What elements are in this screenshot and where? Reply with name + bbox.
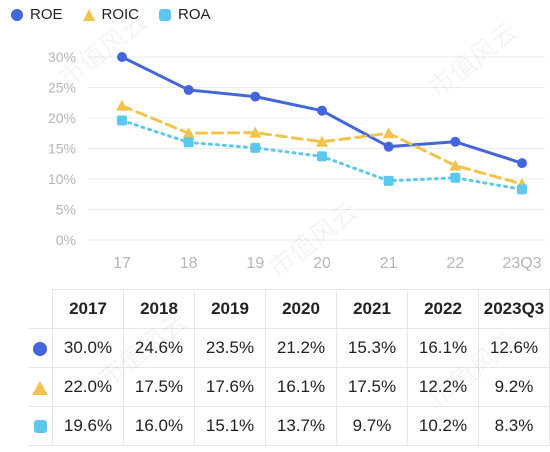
- legend-label-roa: ROA: [178, 6, 211, 23]
- table-header-cell: 2021: [336, 289, 408, 329]
- x-tick-label: 21: [380, 255, 398, 272]
- table-cell: 9.7%: [336, 406, 408, 446]
- y-tick-label: 30%: [48, 49, 76, 65]
- data-point: [117, 52, 127, 62]
- table-cell: 12.6%: [478, 328, 550, 368]
- data-point: [449, 159, 462, 171]
- row-marker-cell: [28, 406, 53, 446]
- data-point: [250, 142, 261, 153]
- y-tick-label: 5%: [56, 202, 76, 218]
- table-cell: 12.2%: [407, 367, 479, 407]
- x-tick-label: 19: [246, 255, 264, 272]
- data-point: [249, 126, 262, 138]
- triangle-marker-icon: [32, 380, 48, 395]
- x-tick-label: 23Q3: [502, 255, 541, 272]
- table-header-cell: 2020: [265, 289, 337, 329]
- data-point: [517, 158, 527, 169]
- table-cell: 17.5%: [336, 367, 408, 407]
- table-cell: 19.6%: [52, 406, 124, 446]
- data-point: [450, 172, 461, 183]
- x-tick-label: 17: [113, 255, 131, 272]
- legend-item-roa: ROA: [158, 6, 211, 23]
- table-cell: 13.7%: [265, 406, 337, 446]
- table-cell: 8.3%: [478, 406, 550, 446]
- data-point: [250, 91, 261, 102]
- square-marker-icon: [33, 420, 47, 434]
- legend-item-roe: ROE: [10, 6, 63, 23]
- table-header-cell: 2019: [194, 289, 266, 329]
- chart-area: 0% 5% 10% 15% 20% 25% 30% 17 18 19 20 21 22 23Q3 ROE …: [10, 6, 545, 272]
- table-cell: 23.5%: [194, 328, 266, 368]
- x-tick-label: 20: [313, 255, 331, 272]
- legend-label-roic: ROIC: [101, 6, 140, 23]
- data-table: 2017 2018 2019 2020 2021 2022 2023Q3 30.…: [28, 289, 550, 446]
- data-point: [183, 137, 194, 148]
- triangle-marker-icon: [82, 8, 95, 21]
- circle-marker-icon: [33, 341, 47, 356]
- table-header-cell: 2017: [52, 289, 124, 329]
- legend-label-roe: ROE: [30, 6, 63, 23]
- table-cell: 16.0%: [123, 406, 195, 446]
- table-cell: 17.5%: [123, 367, 195, 407]
- table-header-cell: 2018: [123, 289, 195, 329]
- line-chart: 0% 5% 10% 15% 20% 25% 30% 17 18 19 20 21 22 23Q3: [48, 49, 545, 272]
- data-point: [383, 175, 394, 186]
- y-tick-label: 0%: [56, 232, 76, 248]
- data-point: [183, 84, 194, 95]
- row-marker-cell: [28, 367, 53, 407]
- data-point: [117, 115, 127, 126]
- table-header-cell: 2023Q3: [478, 289, 550, 329]
- data-point: [517, 184, 527, 195]
- data-point: [317, 151, 327, 162]
- legend: ROE ROIC ROA: [10, 6, 230, 23]
- table-cell: 24.6%: [123, 328, 195, 368]
- x-tick-label: 22: [446, 255, 464, 272]
- table-corner: [28, 289, 53, 329]
- data-point: [116, 99, 128, 111]
- data-point: [182, 127, 195, 139]
- table-cell: 15.1%: [194, 406, 266, 446]
- table-header-cell: 2022: [407, 289, 479, 329]
- x-tick-label: 18: [180, 255, 198, 272]
- y-tick-label: 25%: [48, 80, 76, 96]
- data-point: [317, 105, 327, 116]
- data-point: [450, 136, 461, 147]
- table-cell: 21.2%: [265, 328, 337, 368]
- table-cell: 17.6%: [194, 367, 266, 407]
- table-cell: 9.2%: [478, 367, 550, 407]
- table-cell: 10.2%: [407, 406, 479, 446]
- y-tick-label: 15%: [48, 141, 76, 157]
- table-cell: 30.0%: [52, 328, 124, 368]
- row-marker-cell: [28, 328, 53, 368]
- y-tick-label: 10%: [48, 171, 76, 187]
- table-cell: 16.1%: [407, 328, 479, 368]
- legend-item-roic: ROIC: [82, 6, 140, 23]
- table-cell: 22.0%: [52, 367, 124, 407]
- table-row-roe: 30.0% 24.6% 23.5% 21.2% 15.3% 16.1% 12.6…: [28, 328, 550, 368]
- square-marker-icon: [159, 8, 172, 21]
- table-row-roic: 22.0% 17.5% 17.6% 16.1% 17.5% 12.2% 9.2%: [28, 367, 550, 407]
- table-row-roa: 19.6% 16.0% 15.1% 13.7% 9.7% 10.2% 8.3%: [28, 406, 550, 446]
- table-cell: 15.3%: [336, 328, 408, 368]
- data-point: [316, 135, 328, 147]
- table-cell: 16.1%: [265, 367, 337, 407]
- data-point: [382, 127, 395, 139]
- table-header-row: 2017 2018 2019 2020 2021 2022 2023Q3: [28, 289, 550, 329]
- y-tick-label: 20%: [48, 110, 76, 126]
- circle-marker-icon: [11, 8, 23, 21]
- data-point: [383, 141, 394, 152]
